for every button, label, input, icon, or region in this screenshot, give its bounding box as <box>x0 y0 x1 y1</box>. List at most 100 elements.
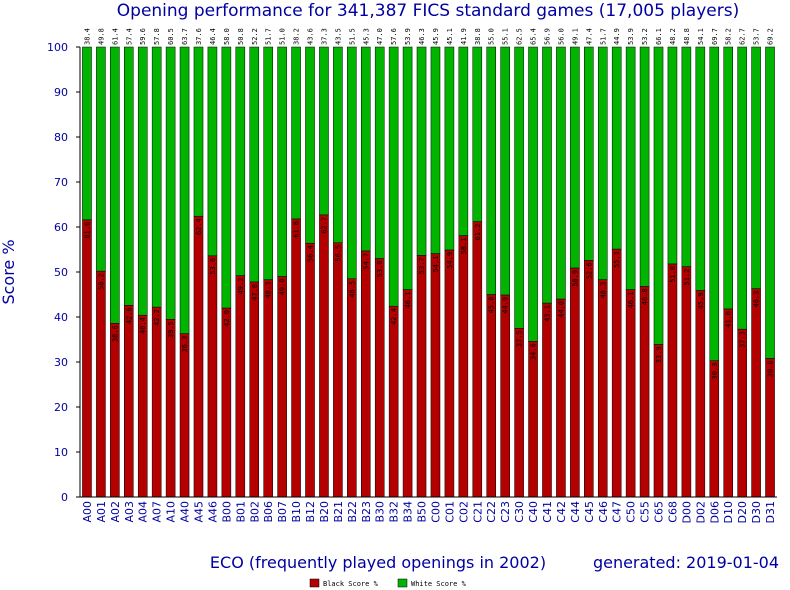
bar-segment <box>193 46 204 217</box>
bar-segment <box>305 242 315 498</box>
bar-segment <box>597 279 608 498</box>
data-label: 54.1 <box>697 28 705 45</box>
data-label: 61.4 <box>111 28 119 45</box>
bar-segment <box>584 260 594 498</box>
data-label: 46.3 <box>418 28 426 45</box>
data-label: 37.3 <box>739 331 747 348</box>
y-tick-label: 40 <box>54 311 68 324</box>
data-label: 43.6 <box>307 28 315 45</box>
x-tick-label: C22 <box>485 501 498 523</box>
data-label: 44.9 <box>613 28 621 45</box>
data-label: 56.0 <box>557 28 565 45</box>
data-label: 48.2 <box>669 28 677 45</box>
bar-segment <box>96 270 106 498</box>
bar-segment <box>305 46 315 244</box>
data-label: 61.6 <box>83 222 91 239</box>
x-tick-label: C50 <box>625 501 638 523</box>
y-tick-label: 100 <box>47 41 68 54</box>
bar-segment <box>570 46 580 269</box>
y-tick-label: 20 <box>54 401 68 414</box>
x-tick-label: B34 <box>402 501 415 523</box>
y-axis-label: Score % <box>0 239 18 304</box>
bar-segment <box>416 255 427 498</box>
y-tick-label: 60 <box>54 221 68 234</box>
data-label: 38.2 <box>293 28 301 45</box>
x-tick-label: C30 <box>513 501 526 523</box>
data-label: 37.3 <box>320 28 328 45</box>
data-label: 46.3 <box>753 291 761 308</box>
data-label: 30.3 <box>711 363 719 380</box>
data-label: 45.9 <box>432 28 440 45</box>
bar-segment <box>374 258 385 498</box>
bar-segment <box>597 46 608 280</box>
data-label: 62.7 <box>320 217 328 234</box>
bar-segment <box>82 46 92 221</box>
bar-segment <box>333 46 343 243</box>
data-label: 42.6 <box>125 307 133 324</box>
bar-segment <box>625 289 636 498</box>
bar-segment <box>556 46 566 300</box>
bar-segment <box>472 46 483 222</box>
data-label: 49.0 <box>279 279 287 296</box>
data-label: 50.2 <box>97 273 105 290</box>
data-label: 37.6 <box>195 28 203 45</box>
bar-segment <box>528 46 538 342</box>
bar-segment <box>458 235 469 498</box>
bar-segment <box>639 286 650 498</box>
x-tick-label: A04 <box>137 501 150 523</box>
bar-segment <box>333 242 343 498</box>
x-tick-label: B00 <box>220 501 233 523</box>
data-label: 48.8 <box>683 28 691 45</box>
x-tick-label: B30 <box>374 501 387 523</box>
bar-segment <box>402 46 413 290</box>
x-tick-label: C65 <box>653 501 666 523</box>
x-tick-label: C42 <box>555 501 568 523</box>
data-label: 57.4 <box>125 28 133 45</box>
bar-segment <box>667 46 678 265</box>
bar-segment <box>584 46 594 261</box>
data-label: 42.2 <box>153 309 161 326</box>
x-tick-label: C21 <box>471 501 484 523</box>
data-label: 62.7 <box>739 28 747 45</box>
bar-segment <box>737 328 747 498</box>
x-tick-label: B21 <box>332 501 345 523</box>
data-label: 61.2 <box>474 224 482 241</box>
x-tick-label: A45 <box>192 501 205 523</box>
bar-segment <box>611 46 622 250</box>
data-label: 51.0 <box>279 28 287 45</box>
bar-segment <box>542 46 552 304</box>
data-label: 54.9 <box>446 252 454 269</box>
x-tick-label: C46 <box>597 501 610 523</box>
data-label: 49.8 <box>97 28 105 45</box>
x-tick-label: A07 <box>151 501 164 523</box>
bar-segment <box>263 46 273 280</box>
x-tick-label: D00 <box>680 501 693 523</box>
bar-segment <box>388 46 399 307</box>
bar-segment <box>110 323 120 498</box>
data-label: 53.7 <box>753 28 761 45</box>
bar-segment <box>542 302 552 498</box>
bar-segment <box>751 46 761 289</box>
bar-segment <box>179 46 190 334</box>
bar-segment <box>207 46 218 257</box>
x-tick-label: C47 <box>611 501 624 523</box>
x-tick-label: C44 <box>569 501 582 523</box>
data-label: 65.4 <box>530 28 538 45</box>
bar-segment <box>96 46 106 272</box>
bar-segment <box>709 360 720 498</box>
data-label: 38.8 <box>474 28 482 45</box>
data-label: 50.8 <box>237 28 245 45</box>
bar-segment <box>486 46 497 295</box>
bar-segment <box>291 46 301 220</box>
data-label: 51.8 <box>669 266 677 283</box>
y-tick-label: 70 <box>54 176 68 189</box>
legend-swatch <box>397 578 408 588</box>
data-label: 36.3 <box>181 336 189 353</box>
x-tick-label: A03 <box>123 501 136 523</box>
bar-segment <box>319 46 329 216</box>
data-label: 46.1 <box>404 292 412 309</box>
x-tick-label: B10 <box>290 501 303 523</box>
x-tick-label: B20 <box>318 501 331 523</box>
data-label: 52.2 <box>251 28 259 45</box>
data-label: 44.9 <box>502 297 510 314</box>
